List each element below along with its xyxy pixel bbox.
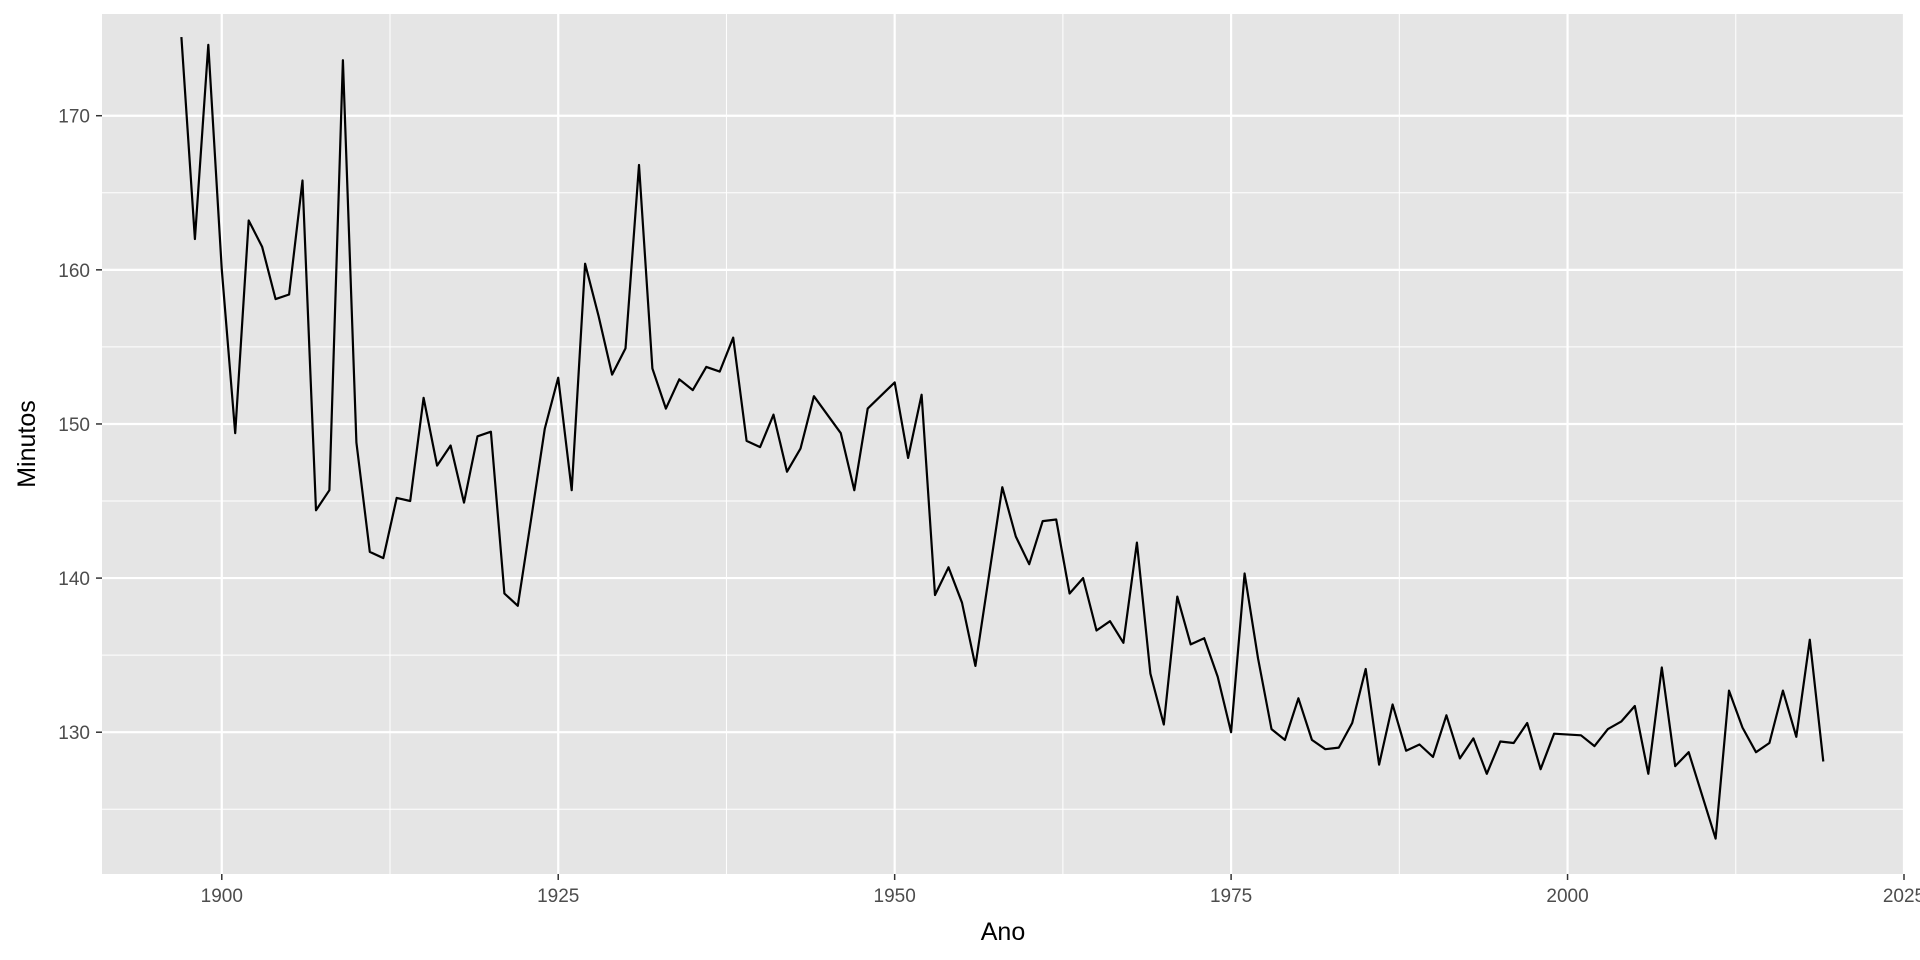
series-line: [180, 37, 1825, 840]
series-layer: [180, 37, 1825, 840]
y-tick-label: 170: [58, 107, 90, 128]
x-tick-label: 1950: [874, 886, 916, 907]
x-tick-label: 2025: [1883, 886, 1920, 907]
x-tick-label: 1975: [1210, 886, 1252, 907]
minor-gridlines: [102, 14, 1904, 874]
x-tick-label: 1900: [201, 886, 243, 907]
x-axis-title: Ano: [981, 918, 1025, 946]
plot-panel: [102, 14, 1904, 874]
y-axis-title: Minutos: [13, 400, 41, 488]
x-tick-label: 2000: [1546, 886, 1588, 907]
y-tick-label: 150: [58, 415, 90, 436]
y-axis: 130 140 150 160 170: [58, 107, 102, 744]
y-tick-label: 160: [58, 261, 90, 282]
y-tick-label: 130: [58, 723, 90, 744]
y-tick-label: 140: [58, 569, 90, 590]
x-tick-label: 1925: [537, 886, 579, 907]
major-gridlines: [102, 14, 1906, 874]
x-axis: 1900 1925 1950 1975 2000 2025: [201, 874, 1920, 907]
